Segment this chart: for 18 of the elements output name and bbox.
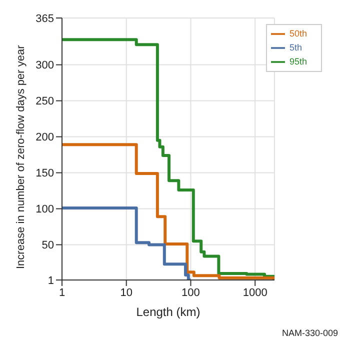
x-tick-label: 10: [120, 286, 132, 299]
y-tick-label: 100: [36, 204, 54, 216]
x-tick-label: 1000: [242, 286, 268, 299]
y-tick-label: 1: [48, 274, 54, 287]
legend-label: 95th: [289, 56, 307, 66]
x-tick-label: 100: [182, 286, 200, 299]
y-tick-label: 365: [36, 12, 54, 25]
legend-label: 5th: [289, 42, 302, 52]
text: NAM-330-009: [282, 328, 338, 338]
x-axis-title: Length (km): [136, 305, 200, 319]
y-tick-label: 250: [36, 96, 54, 108]
x-tick-label: 1: [58, 286, 66, 299]
y-axis-title: Increase in number of zero-flow days per year: [14, 44, 27, 269]
y-tick-label: 150: [36, 168, 54, 180]
y-tick-label: 50: [42, 240, 54, 252]
y-tick-label: 200: [36, 132, 54, 144]
legend-label: 50th: [289, 28, 307, 38]
y-tick-label: 300: [36, 60, 54, 72]
